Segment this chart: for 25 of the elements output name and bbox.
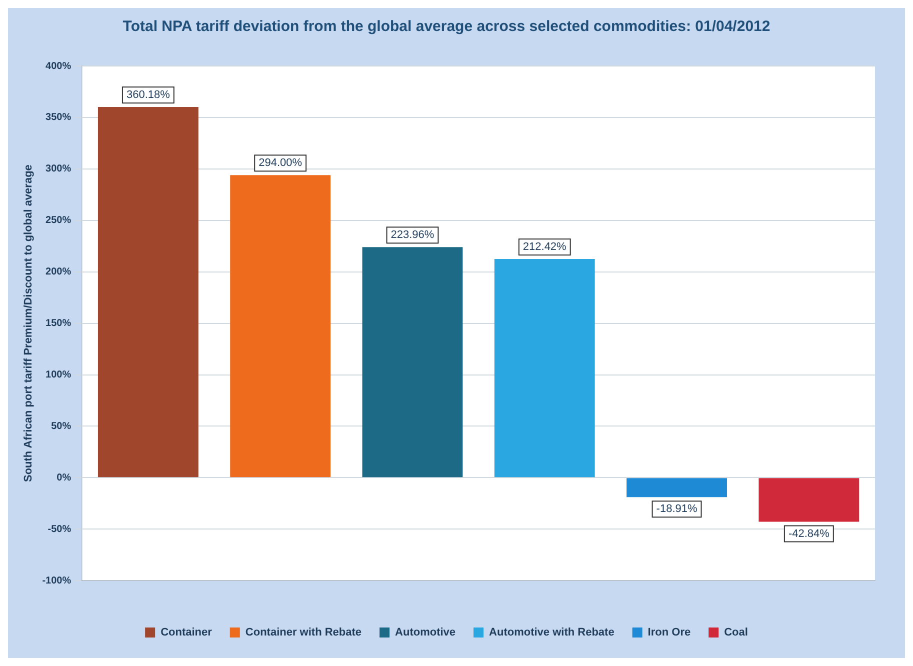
legend-label: Container with Rebate [245, 626, 362, 639]
data-label: 212.42% [522, 241, 567, 254]
y-tick-label: 200% [46, 266, 72, 278]
chart-title: Total NPA tariff deviation from the global average across selected commodities: 01/04/2012 [122, 18, 770, 36]
y-tick-label: 50% [51, 420, 72, 432]
data-label: 294.00% [258, 157, 302, 170]
y-tick-label: 150% [46, 318, 72, 330]
y-tick-label: 0% [56, 472, 72, 484]
data-label: 360.18% [126, 89, 170, 102]
legend-label: Automotive with Rebate [489, 626, 614, 639]
legend-label: Automotive [395, 626, 456, 639]
y-tick-label: 300% [46, 164, 72, 175]
y-tick-label: 250% [46, 215, 72, 226]
legend-label: Iron Ore [648, 626, 691, 639]
y-tick-label: 100% [46, 370, 72, 381]
y-tick-label: 400% [46, 60, 72, 72]
legend-label: Container [160, 626, 213, 639]
y-tick-label: -50% [48, 524, 72, 535]
y-tick-label: 350% [46, 112, 72, 124]
data-label: -18.91% [656, 503, 698, 516]
data-label: -42.84% [788, 528, 830, 540]
data-label: 223.96% [390, 229, 434, 242]
y-axis-title: South African port tariff Premium/Discount to global average [22, 164, 35, 482]
y-tick-label: -100% [42, 575, 72, 586]
legend-label: Coal [724, 626, 748, 639]
